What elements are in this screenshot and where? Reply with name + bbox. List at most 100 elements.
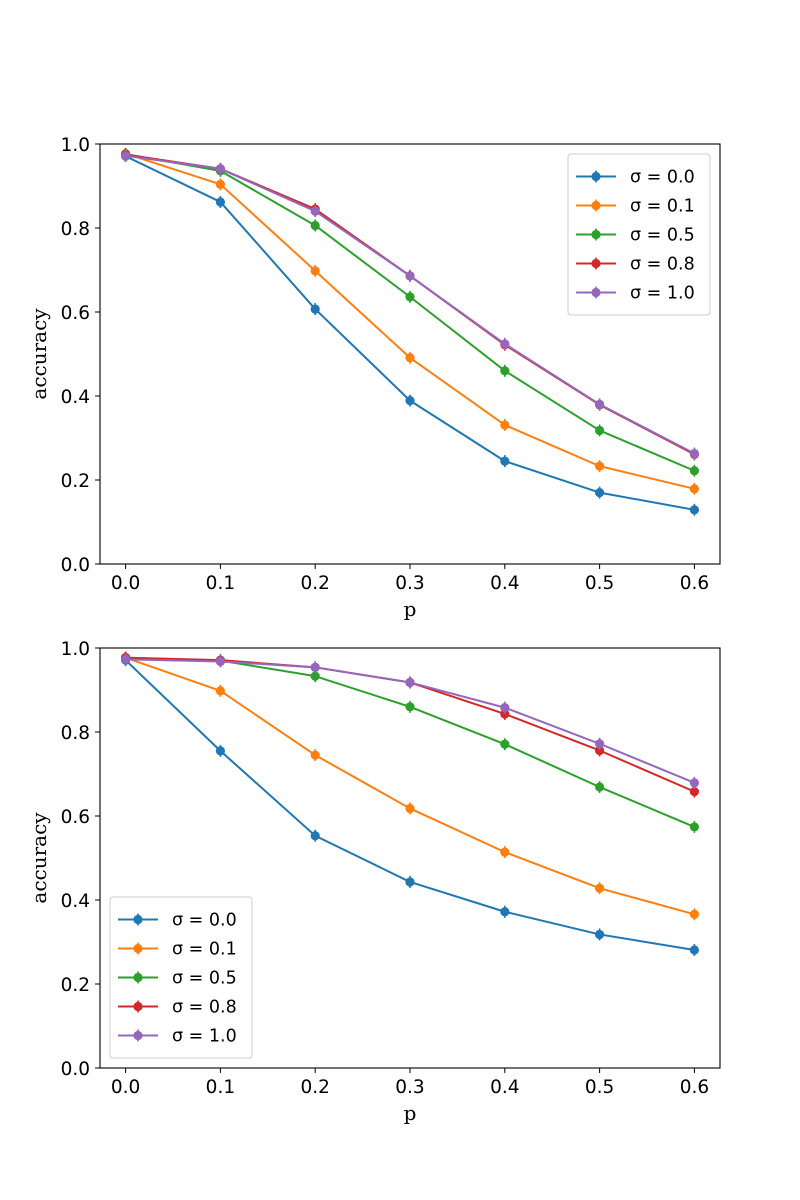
chart-1-point [310, 220, 320, 231]
chart-1-x-tick-label: 0.1 [206, 573, 235, 594]
chart-2: 0.0 0.1 0.2 0.3 0.4 0.5 0.6 0.0 0.2 0.4 0.6 0.8 1.0 p… [27, 639, 721, 1125]
chart-1-point [215, 197, 225, 207]
chart-2-point [310, 831, 320, 841]
chart-1-point [405, 353, 415, 363]
chart-2-legend: σ = 0.0 σ = 0.1 σ = 0.5 σ = 0.8 σ = 1.0 [109, 896, 253, 1059]
chart-2-point [689, 787, 700, 797]
chart-2-y-tick-label: 0.2 [61, 975, 90, 996]
chart-1-legend-swatch-marker [591, 200, 601, 211]
chart-1-point [215, 164, 225, 174]
chart-2-legend-label: σ = 0.5 [172, 969, 237, 989]
chart-2-legend-swatch-marker [133, 1030, 143, 1041]
chart-1-legend-label: σ = 1.0 [630, 284, 695, 304]
chart-2-point [215, 746, 225, 756]
chart-2-point [120, 654, 131, 664]
chart-1-x-tick-label: 0.3 [395, 573, 424, 594]
chart-1-point [310, 266, 320, 276]
chart-2-legend-label: σ = 1.0 [172, 1027, 237, 1047]
chart-1-legend-swatch-marker [591, 229, 601, 240]
chart-1-x-axis-label: p [404, 597, 417, 621]
chart-2-x-tick-label: 0.0 [111, 1077, 140, 1098]
chart-1-legend-swatch-marker [591, 258, 601, 269]
chart-1: 0.0 0.1 0.2 0.3 0.4 0.5 0.6 0.0 0.2 0.4 0.6 0.8 1.0 p… [27, 135, 721, 621]
chart-1-point [595, 425, 605, 436]
chart-2-x-axis-label: p [404, 1101, 417, 1125]
chart-1-point [500, 339, 510, 349]
chart-1-legend: σ = 0.0 σ = 0.1 σ = 0.5 σ = 0.8 σ = 1.0 [567, 153, 711, 316]
chart-2-point [689, 778, 700, 788]
chart-1-x-tick-label: 0.4 [490, 573, 519, 594]
chart-1-point [595, 399, 605, 409]
chart-2-y-axis-label: accuracy [27, 812, 51, 904]
chart-2-point [500, 709, 510, 719]
chart-1-legend-label: σ = 0.5 [630, 226, 695, 246]
chart-1-point [500, 456, 510, 466]
chart-1-point [500, 420, 510, 430]
chart-1-y-tick-label: 0.4 [61, 387, 90, 408]
chart-2-point [500, 907, 510, 917]
chart-2-y-tick-label: 0.0 [61, 1059, 90, 1080]
chart-2-series-2-line [125, 656, 695, 916]
chart-2-point [310, 750, 320, 760]
chart-1-point [405, 396, 415, 406]
chart-1-y-axis-label: accuracy [27, 308, 51, 400]
chart-2-point [405, 877, 415, 887]
chart-1-legend-label: σ = 0.0 [630, 168, 695, 188]
chart-1-point [120, 151, 131, 161]
chart-2-point [595, 929, 605, 940]
chart-1-point [689, 505, 700, 515]
chart-1-legend-box [567, 153, 711, 316]
chart-2-legend-swatch-marker [133, 914, 143, 925]
chart-2-point [595, 782, 605, 792]
chart-2-legend-label: σ = 0.0 [172, 911, 237, 931]
chart-2-x-tick-label: 0.6 [680, 1077, 709, 1098]
chart-2-legend-swatch-marker [133, 943, 143, 954]
chart-1-point [595, 488, 605, 498]
chart-1-legend-label: σ = 0.1 [630, 197, 695, 217]
chart-1-x-tick-label: 0.2 [300, 573, 329, 594]
chart-1-x-tick-label: 0.6 [680, 573, 709, 594]
chart-2-legend-box [109, 896, 253, 1059]
chart-1-series-2 [120, 147, 700, 495]
chart-2-y-tick-label: 1.0 [61, 639, 90, 660]
chart-1-x-tick-label: 0.0 [111, 573, 140, 594]
chart-2-x-tick-label: 0.1 [206, 1077, 235, 1098]
chart-2-point [500, 703, 510, 713]
chart-1-point [405, 271, 415, 281]
chart-2-point [689, 822, 700, 832]
chart-2-point [215, 656, 225, 667]
chart-1-point [595, 461, 605, 471]
chart-2-x-tick-label: 0.2 [300, 1077, 329, 1098]
chart-1-y-tick-label: 0.2 [61, 471, 90, 492]
chart-2-legend-label: σ = 0.1 [172, 940, 237, 960]
chart-1-legend-swatch-marker [591, 287, 601, 298]
chart-2-point [405, 702, 415, 712]
chart-1-point [500, 366, 510, 376]
chart-2-x-tick-label: 0.3 [395, 1077, 424, 1098]
chart-1-point [310, 206, 320, 216]
chart-2-point [689, 945, 700, 955]
chart-1-legend-label: σ = 0.8 [630, 255, 695, 275]
chart-1-point [405, 292, 415, 302]
chart-2-point [310, 662, 320, 672]
chart-2-y-tick-label: 0.8 [61, 723, 90, 744]
chart-2-legend-swatch-marker [133, 1001, 143, 1012]
chart-1-y-tick-label: 1.0 [61, 135, 90, 156]
chart-2-point [595, 883, 605, 893]
chart-2-series-5 [120, 653, 700, 789]
chart-1-y-tick-label: 0.0 [61, 555, 90, 576]
chart-1-x-tick-label: 0.5 [585, 573, 614, 594]
chart-2-point [689, 909, 700, 919]
chart-2-x-tick-label: 0.5 [585, 1077, 614, 1098]
chart-2-legend-label: σ = 0.8 [172, 998, 237, 1018]
chart-2-series-4 [120, 651, 700, 798]
chart-1-point [689, 466, 700, 476]
chart-2-point [405, 803, 415, 814]
chart-2-point [215, 686, 225, 696]
chart-1-legend-swatch-marker [591, 171, 601, 182]
chart-2-point [500, 847, 510, 857]
chart-1-series-5 [120, 149, 700, 460]
chart-2-y-tick-label: 0.6 [61, 807, 90, 828]
chart-1-y-tick-label: 0.6 [61, 303, 90, 324]
